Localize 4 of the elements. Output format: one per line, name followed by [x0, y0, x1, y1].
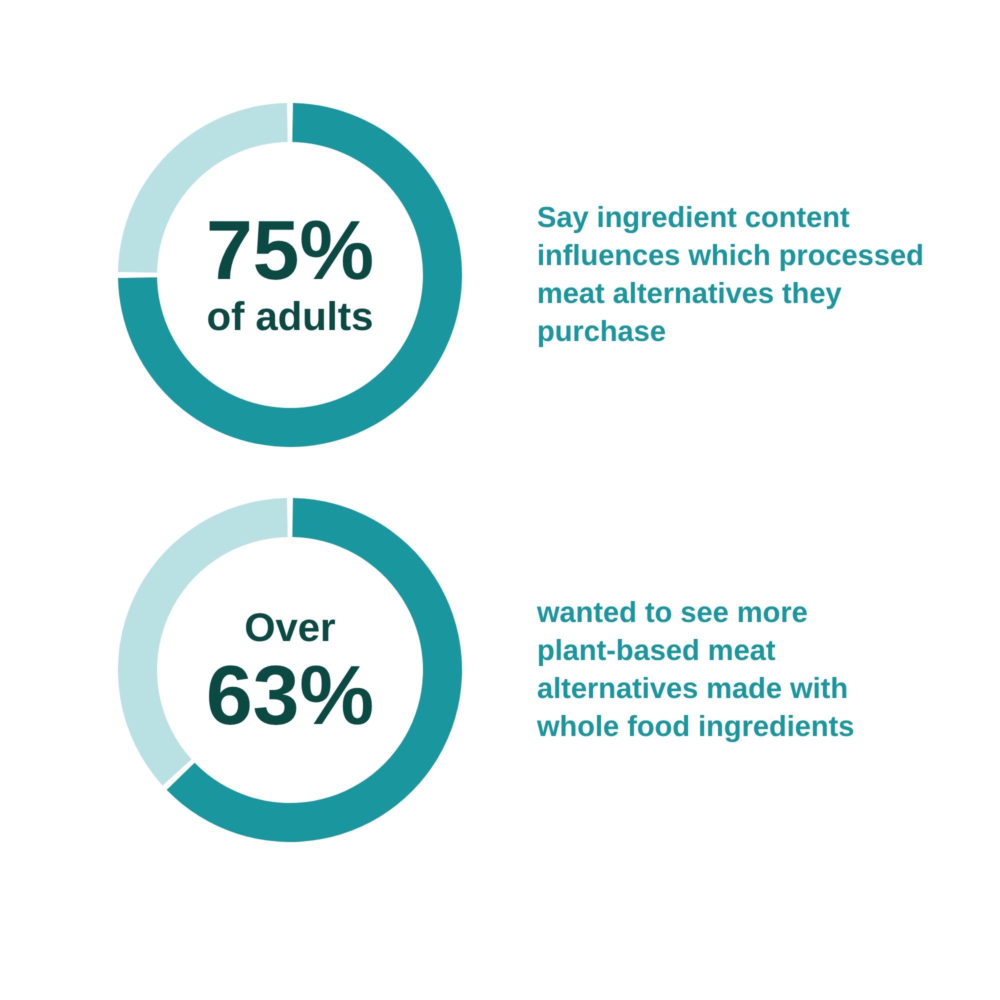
text: Say ingredient content influences which processed meat alternatives they purchase — [537, 202, 932, 348]
text: wanted to see more plant-based meat alternatives made with whole food ingredients — [536, 597, 856, 743]
data-label: Over 63% — [206, 606, 374, 742]
data-label: 75% of adults — [206, 203, 374, 339]
